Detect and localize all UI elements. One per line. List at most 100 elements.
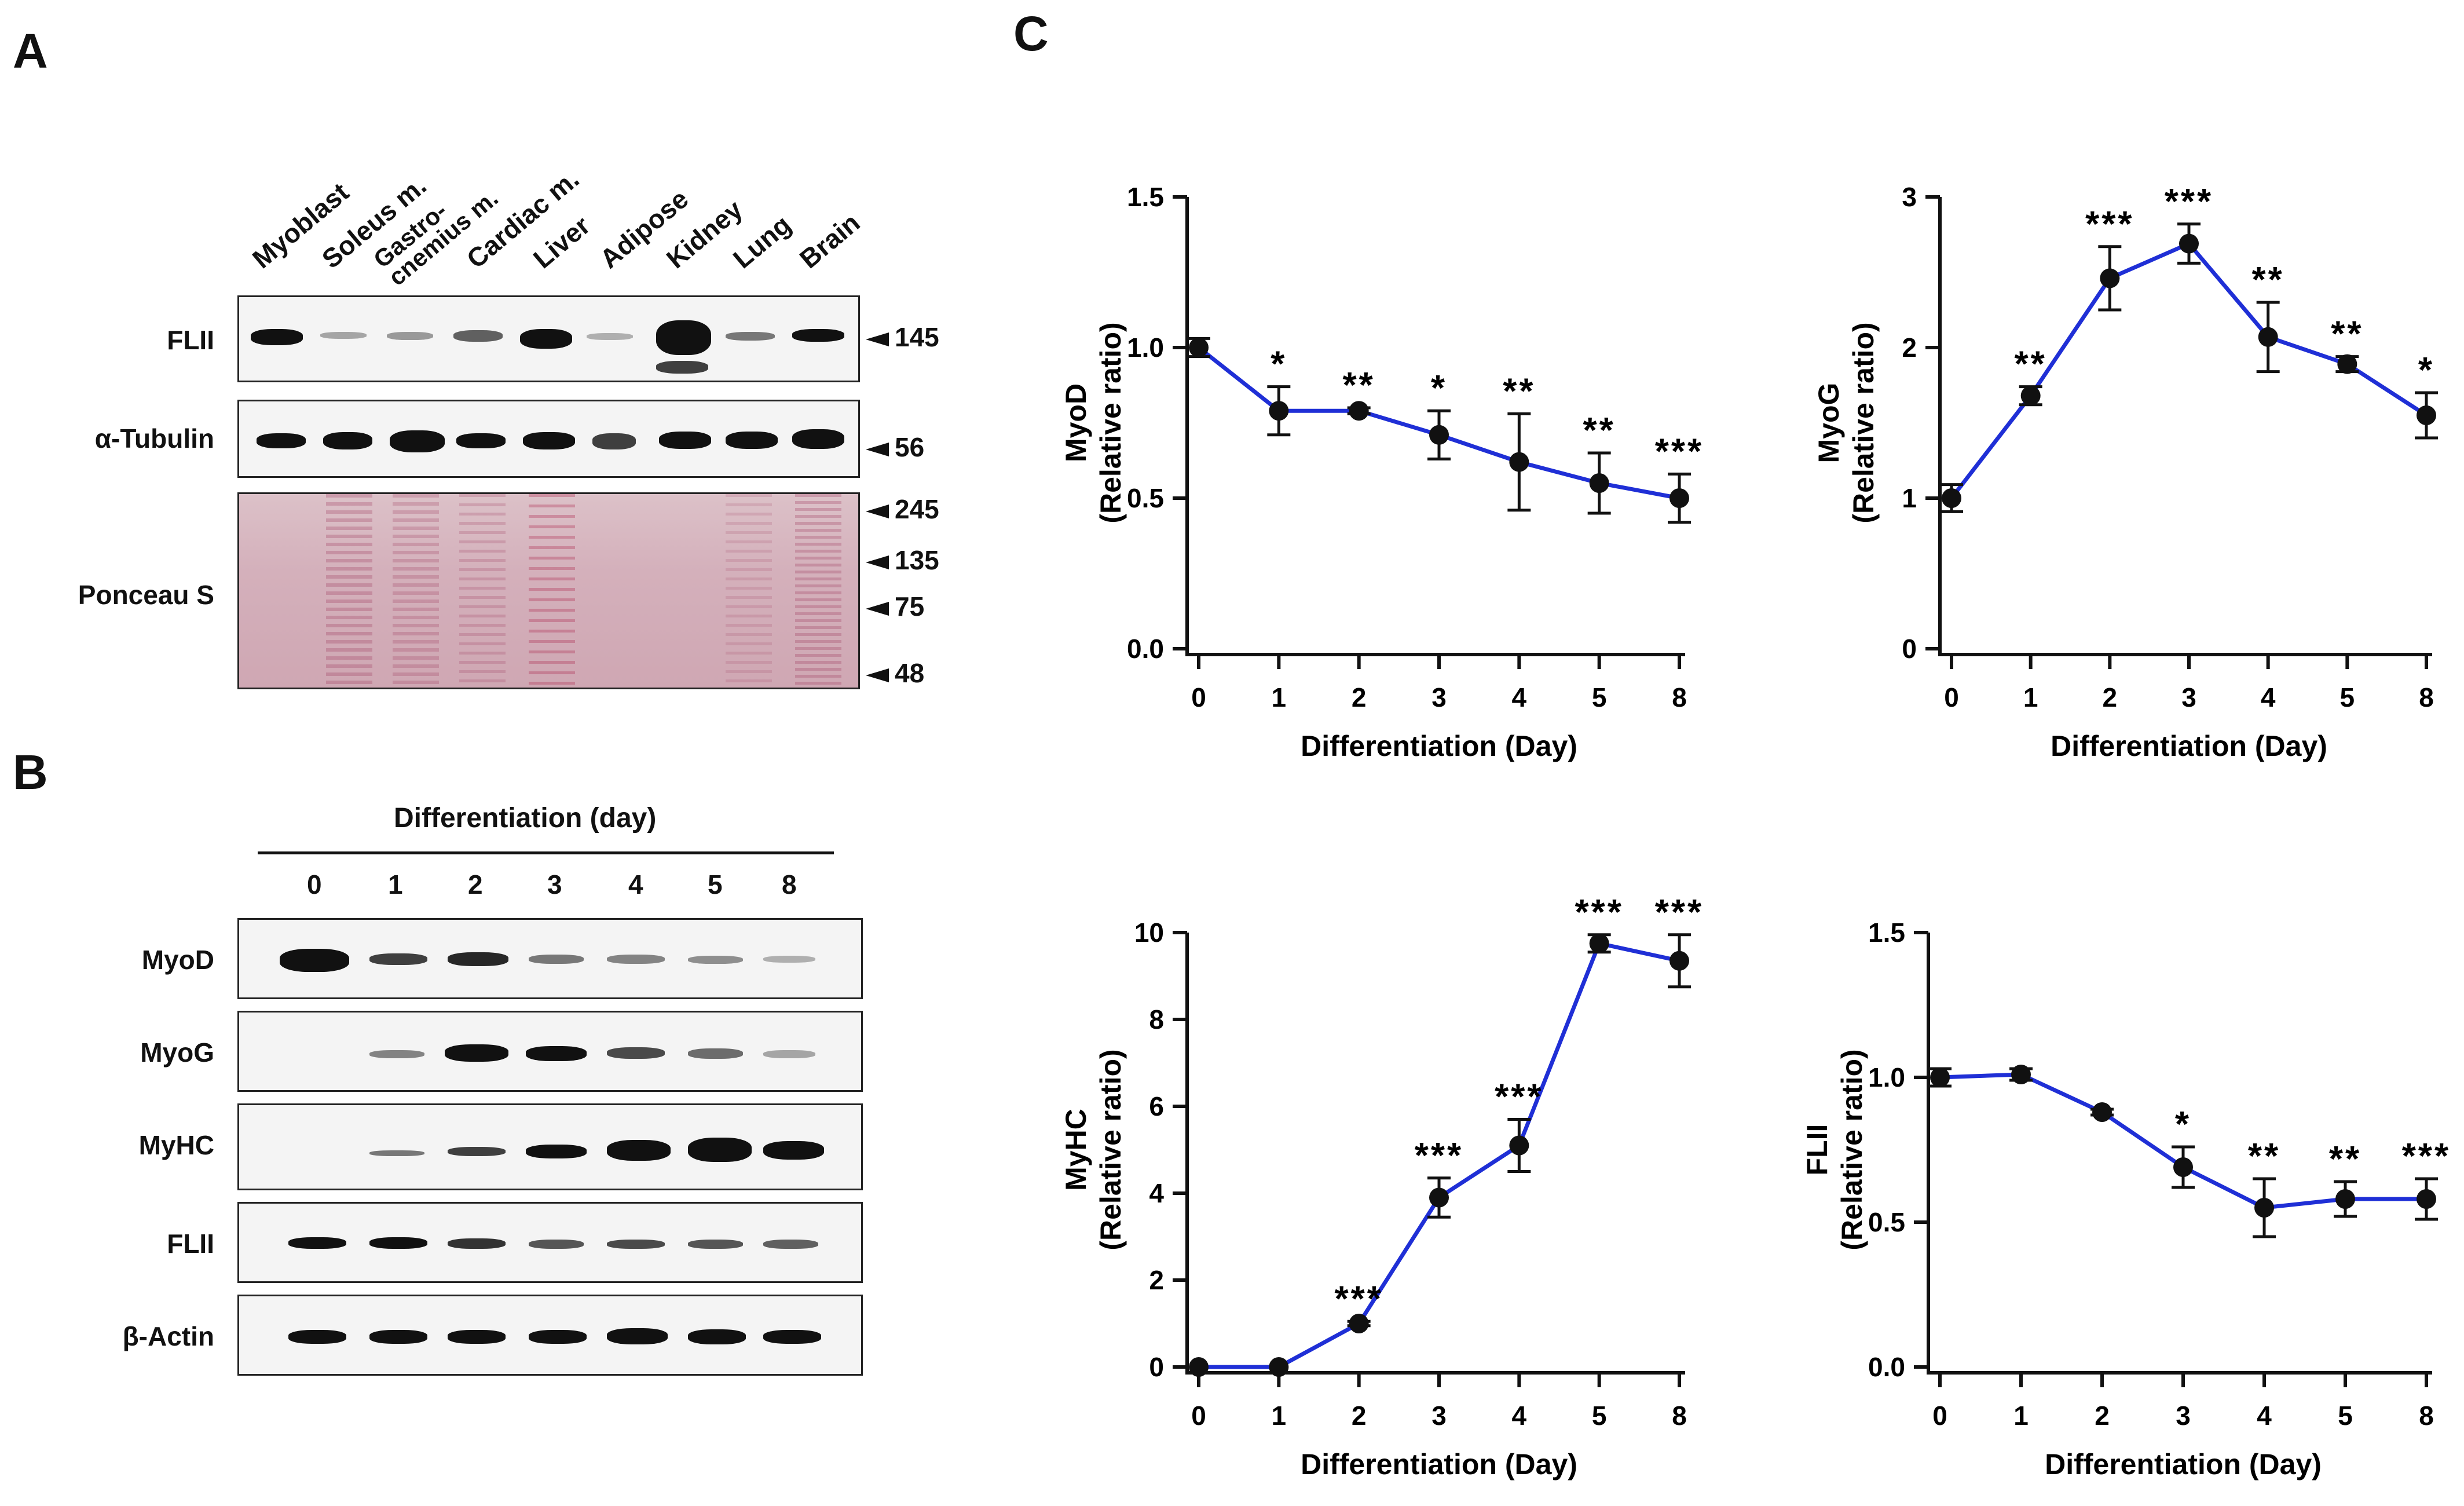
x-tick-label: 0	[1932, 1401, 1947, 1431]
row-label-ponceau: Ponceau S	[78, 580, 214, 610]
marker-56: 56	[866, 432, 924, 463]
data-point	[2254, 1198, 2274, 1218]
data-point	[2020, 386, 2041, 406]
data-point	[2011, 1065, 2031, 1084]
chart-svg: 0.0 0.5 1.0 1.5 0 1 2 3 4 5 8 Differentiation (Day)…	[1060, 182, 1704, 762]
x-tick-label: 1	[1272, 682, 1287, 712]
panel-c-label: C	[1013, 6, 1049, 61]
band	[763, 1240, 818, 1249]
y-tick-label: 0.0	[1127, 634, 1164, 664]
arrow-icon	[866, 601, 889, 616]
band	[688, 956, 743, 964]
band	[726, 332, 775, 341]
band	[763, 956, 815, 963]
band	[792, 429, 844, 449]
band	[607, 1047, 665, 1059]
data-point	[2092, 1102, 2112, 1122]
chart-myhc: 0 2 4 6 8 10 0 1 2 3 4 5 8 Differentiation (Day) MyHC(…	[1031, 869, 1714, 1500]
x-tick-label: 3	[1431, 1401, 1447, 1431]
ponceau-lane	[459, 494, 506, 688]
x-tick-label: 2	[1352, 1401, 1367, 1431]
significance-label: ***	[1655, 432, 1704, 471]
x-tick-label: 4	[1512, 1401, 1527, 1431]
band	[763, 1141, 824, 1160]
band	[369, 1050, 424, 1058]
significance-label: ***	[1415, 1136, 1463, 1176]
blot-flii-tissues	[237, 295, 860, 382]
day-label: 8	[782, 869, 797, 900]
y-tick-label: 0	[1149, 1352, 1164, 1382]
marker-label: 145	[895, 322, 939, 352]
ponceau-lane	[326, 494, 372, 688]
band	[529, 955, 584, 964]
marker-label: 48	[895, 658, 925, 688]
x-tick-label: 1	[2013, 1401, 2029, 1431]
ponceau-lane	[393, 494, 439, 688]
row-label-myog: MyoG	[140, 1037, 214, 1068]
band	[456, 433, 506, 448]
marker-245: 245	[866, 494, 939, 525]
band	[688, 1048, 743, 1059]
marker-75: 75	[866, 591, 924, 622]
band	[369, 1330, 427, 1344]
x-tick-label: 3	[2176, 1401, 2191, 1431]
y-axis-label: MyoD	[1060, 383, 1092, 462]
x-tick-label: 8	[1672, 1401, 1687, 1431]
data-point	[1429, 425, 1449, 445]
arrow-icon	[866, 555, 889, 569]
x-tick-label: 4	[2257, 1401, 2272, 1431]
y-tick-label: 10	[1134, 918, 1164, 948]
y-tick-label: 1	[1902, 483, 1917, 513]
band	[526, 1046, 587, 1061]
y-axis-label: FLII	[1801, 1124, 1833, 1176]
band	[453, 330, 503, 342]
x-tick-label: 5	[2340, 682, 2355, 712]
band	[607, 955, 665, 964]
band	[592, 433, 636, 449]
data-point	[1509, 1135, 1529, 1156]
marker-label: 135	[895, 545, 939, 575]
day-header: Differentiation (day)	[394, 803, 657, 834]
data-point	[1189, 338, 1209, 357]
data-point	[2179, 233, 2199, 254]
band	[656, 320, 711, 355]
significance-label: **	[1343, 365, 1375, 405]
y-tick-label: 3	[1902, 182, 1917, 212]
chart-flii: 0.0 0.5 1.0 1.5 0 1 2 3 4 5 8 Differentiation (Day)…	[1772, 869, 2461, 1500]
x-tick-label: 0	[1191, 682, 1206, 712]
row-label-flii-b: FLII	[167, 1229, 214, 1259]
significance-label: ***	[1495, 1077, 1543, 1117]
data-point	[2258, 327, 2278, 347]
chart-myod: 0.0 0.5 1.0 1.5 0 1 2 3 4 5 8 Differentiation (Day)…	[1031, 133, 1714, 782]
blot-flii-days	[237, 1202, 863, 1283]
y-tick-label: 0.5	[1127, 483, 1164, 513]
blot-ponceau	[237, 492, 860, 689]
band	[587, 333, 633, 340]
data-point	[1669, 488, 1689, 508]
row-label-tubulin-a: α-Tubulin	[94, 423, 214, 454]
day-label: 2	[468, 869, 483, 900]
significance-label: ***	[2402, 1136, 2451, 1176]
x-tick-label: 3	[2181, 682, 2196, 712]
band	[792, 329, 844, 342]
band	[390, 430, 445, 452]
arrow-icon	[866, 504, 889, 518]
band	[726, 432, 778, 449]
band	[523, 432, 575, 449]
x-tick-label: 3	[1431, 682, 1447, 712]
row-label-myod: MyoD	[141, 945, 214, 975]
y-tick-label: 0.0	[1868, 1352, 1905, 1382]
marker-145: 145	[866, 321, 939, 353]
significance-label: ***	[2165, 182, 2213, 222]
chart-svg: 0 2 4 6 8 10 0 1 2 3 4 5 8 Differentiation (Day) MyHC(…	[1060, 893, 1701, 1481]
y-tick-label: 2	[1902, 332, 1917, 363]
band	[280, 949, 349, 972]
panel-b-label: B	[13, 745, 48, 799]
y-tick-label: 0.5	[1868, 1207, 1905, 1237]
day-header-rule	[258, 851, 834, 854]
band	[526, 1145, 587, 1158]
y-axis-label: MyHC	[1060, 1109, 1092, 1191]
x-tick-label: 0	[1944, 682, 1959, 712]
x-tick-label: 4	[2261, 682, 2276, 712]
band	[529, 1330, 587, 1344]
